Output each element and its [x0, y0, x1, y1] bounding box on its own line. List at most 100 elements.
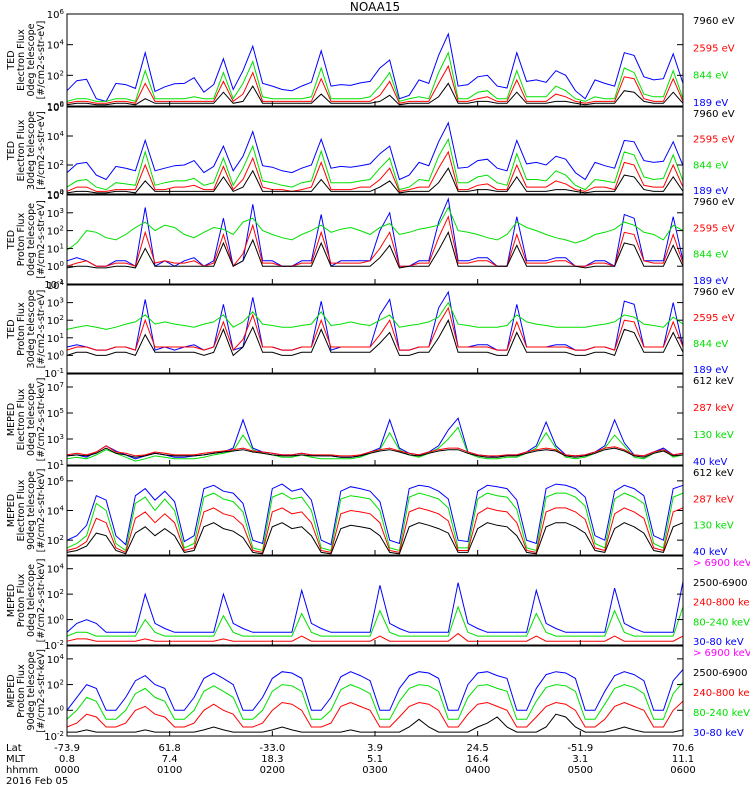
y-axis-label: TEDProton Flux30deg telescope[#/cm2-s-st…	[6, 289, 47, 368]
y-tick-label: 104	[47, 653, 65, 666]
y-tick-label: 103	[47, 433, 64, 446]
footer-mlt-value: 5.1	[367, 754, 383, 765]
y-axis-label: TEDElectron Flux0deg telescope[#/cm2-s-s…	[6, 21, 47, 100]
legend-entry: 7960 eV	[693, 287, 735, 298]
y-axis-label: TEDElectron Flux30deg telescope[#/cm2-s-…	[6, 111, 47, 190]
legend-entry: 844 eV	[693, 250, 728, 261]
series-287-kev	[66, 507, 684, 554]
panel-frame	[66, 555, 684, 646]
legend-entry: 2595 eV	[693, 135, 735, 146]
y-tick-label: 101	[47, 332, 64, 345]
legend-entry: 2500-6900	[693, 668, 748, 679]
footer-hhmm-value: 0400	[465, 765, 490, 776]
panel-frame	[66, 645, 684, 737]
series-2500-6900	[67, 713, 684, 733]
legend-entry: 844 eV	[693, 71, 728, 82]
y-tick-label: 102	[47, 534, 64, 547]
legend-entry: 130 keV	[693, 521, 734, 532]
y-tick-label: 101	[47, 242, 64, 255]
footer-row-label: Lat	[6, 743, 22, 754]
legend-entry: 287 keV	[693, 403, 734, 414]
legend-entry: 7960 eV	[693, 109, 735, 120]
y-tick-label: 106	[47, 475, 65, 488]
footer-hhmm-value: 0500	[568, 765, 593, 776]
footer-hhmm-value: 0300	[362, 765, 387, 776]
footer-lat-value: -51.9	[567, 743, 593, 754]
series-240-800-ke	[66, 700, 684, 728]
footer-mlt-value: 11.1	[672, 754, 694, 765]
footer-mlt-value: 3.1	[572, 754, 588, 765]
y-tick-label: 104	[47, 505, 65, 518]
y-tick-label: 102	[47, 225, 64, 238]
series-7960-ev	[66, 318, 684, 357]
legend-entry: 240-800 ke	[693, 688, 750, 699]
legend-entry: 40 keV	[693, 547, 727, 558]
legend-entry: > 6900 keV	[693, 558, 750, 569]
y-tick-label: 107	[47, 381, 64, 394]
series-2595-ev	[66, 306, 684, 352]
series-844-ev	[66, 51, 684, 103]
legend-entry: 189 eV	[693, 276, 728, 287]
footer-mlt-value: 16.4	[467, 754, 489, 765]
y-tick-label: 100	[47, 349, 64, 362]
y-axis-label: MEPEDProton Flux90deg telescope[#/cm2-s-…	[6, 649, 47, 733]
panel-frame	[66, 106, 684, 195]
y-tick-label: 100	[47, 100, 64, 113]
footer-hhmm-value: 0200	[260, 765, 285, 776]
y-tick-label: 100	[47, 260, 64, 273]
y-axis-label: MEPEDElectron Flux90deg telescope[#/cm2-…	[6, 469, 47, 553]
series-40-kev	[66, 483, 684, 546]
legend-entry: 189 eV	[693, 186, 728, 197]
footer-hhmm-value: 0000	[54, 765, 79, 776]
legend-entry: 30-80 keV	[693, 637, 744, 648]
y-tick-label: 101	[47, 459, 64, 472]
panel-frame	[66, 194, 684, 285]
footer-hhmm-value: 0600	[670, 765, 695, 776]
series-612-kev	[66, 447, 684, 458]
panel-frame	[66, 13, 684, 107]
footer-mlt-value: 0.8	[59, 754, 75, 765]
legend-entry: 7960 eV	[693, 197, 735, 208]
footer-hhmm-value: 0100	[157, 765, 182, 776]
panel-frame	[66, 465, 684, 556]
footer-row-label: 2016 Feb 05	[6, 776, 68, 787]
y-tick-label: 106	[47, 8, 65, 21]
y-tick-label: 104	[47, 563, 65, 576]
y-tick-label: 10-1	[44, 278, 64, 291]
y-tick-label: 104	[47, 279, 65, 292]
y-tick-label: 102	[47, 679, 64, 692]
series-844-ev	[66, 206, 684, 251]
y-tick-label: 102	[47, 69, 64, 82]
footer-lat-value: -33.0	[259, 743, 285, 754]
y-axis-label: MEPEDProton Flux0deg telescope[#/cm2-s-s…	[6, 559, 47, 643]
legend-entry: 612 keV	[693, 376, 734, 387]
footer-mlt-value: 18.3	[261, 754, 283, 765]
footer-mlt-value: 7.4	[162, 754, 178, 765]
series-2595-ev	[66, 64, 684, 104]
y-tick-label: 104	[47, 39, 65, 52]
series-844-ev	[66, 137, 684, 191]
y-axis-label: TEDProton Flux0deg telescope[#/cm2-s-str…	[6, 200, 47, 279]
y-tick-label: 100	[47, 614, 64, 627]
series-30-80-kev	[66, 669, 684, 711]
series-80-240-kev	[66, 681, 684, 720]
legend-entry: 287 keV	[693, 494, 734, 505]
legend-entry: 189 eV	[693, 365, 728, 376]
footer-row-label: hhmm	[6, 765, 38, 776]
legend-entry: 80-240 keV	[693, 708, 750, 719]
y-tick-label: 100	[47, 704, 64, 717]
y-tick-label: 102	[47, 314, 64, 327]
page-title: NOAA15	[349, 0, 401, 14]
y-tick-label: 104	[47, 189, 65, 202]
legend-entry: 844 eV	[693, 339, 728, 350]
footer-lat-value: 61.8	[159, 743, 181, 754]
y-tick-label: 103	[47, 207, 64, 220]
panel-frame	[66, 284, 684, 374]
series-189-ev	[66, 197, 684, 267]
footer-lat-value: 24.5	[467, 743, 489, 754]
